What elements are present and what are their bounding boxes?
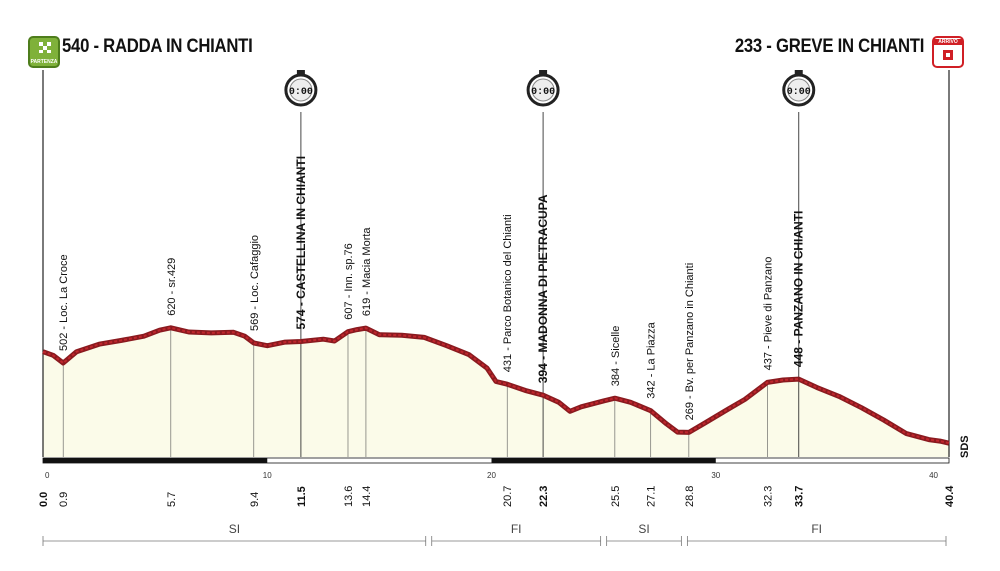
profile-area bbox=[43, 327, 949, 457]
stopwatch-icon: 0:00 bbox=[782, 70, 816, 107]
km-label: 32.3 bbox=[762, 486, 774, 507]
km-label: 33.7 bbox=[794, 486, 806, 507]
stopwatch-time: 0:00 bbox=[531, 87, 555, 98]
km-label-endpoint: 40.4 bbox=[944, 485, 956, 507]
start-badge-icon: PARTENZA bbox=[28, 36, 60, 68]
finish-badge-label: ARRIVO bbox=[934, 39, 962, 45]
stopwatch-time: 0:00 bbox=[787, 87, 811, 98]
sds-logo: SDS bbox=[959, 435, 971, 458]
km-label: 9.4 bbox=[249, 492, 261, 507]
waypoint-label: 569 - Loc. Cafaggio bbox=[249, 235, 261, 331]
waypoint-label: 448 - PANZANO IN CHIANTI bbox=[792, 211, 806, 367]
km-label: 14.4 bbox=[361, 486, 373, 507]
km-label: 20.7 bbox=[502, 486, 514, 507]
km-tick-label: 10 bbox=[263, 471, 272, 480]
km-axis-segment bbox=[491, 458, 716, 463]
waypoint-label: 342 - La Piazza bbox=[646, 321, 658, 398]
province-label: SI bbox=[638, 522, 649, 536]
province-label: FI bbox=[511, 522, 522, 536]
km-label: 28.8 bbox=[684, 486, 696, 507]
km-tick-label: 0 bbox=[45, 471, 50, 480]
waypoint-label: 620 - sr.429 bbox=[166, 258, 178, 316]
km-label: 22.3 bbox=[538, 486, 550, 507]
km-label: 5.7 bbox=[166, 492, 178, 507]
province-label: FI bbox=[811, 522, 822, 536]
km-label-endpoint: 0.0 bbox=[38, 492, 50, 507]
km-axis-segment bbox=[43, 458, 268, 463]
km-label: 25.5 bbox=[610, 486, 622, 507]
start-badge-label: PARTENZA bbox=[30, 59, 58, 65]
waypoint-label: 384 - Sicelle bbox=[610, 326, 622, 387]
waypoint-label: 269 - Bv. per Panzano in Chianti bbox=[684, 263, 696, 421]
checkered-flag-icon bbox=[39, 42, 51, 53]
km-tick-label: 40 bbox=[929, 471, 938, 480]
km-label: 27.1 bbox=[646, 486, 658, 507]
km-tick-label: 20 bbox=[487, 471, 496, 480]
stopwatch-icon: 0:00 bbox=[526, 70, 560, 107]
km-tick-label: 30 bbox=[711, 471, 720, 480]
waypoint-label: 502 - Loc. La Croce bbox=[58, 254, 70, 351]
waypoint-label: 394 - MADONNA DI PIETRACUPA bbox=[536, 194, 550, 383]
waypoint-label: 431 - Parco Botanico del Chianti bbox=[502, 214, 514, 372]
profile-line-highlight bbox=[42, 326, 950, 445]
waypoint-label: 437 - Pieve di Panzano bbox=[762, 257, 774, 371]
province-label: SI bbox=[229, 522, 240, 536]
waypoint-label: 607 - Inn. sp.76 bbox=[343, 243, 355, 319]
finish-badge-icon: ARRIVO bbox=[932, 36, 964, 68]
waypoint-label: 619 - Macia Morta bbox=[361, 227, 373, 317]
finish-line-icon bbox=[943, 50, 953, 60]
km-label: 11.5 bbox=[296, 486, 308, 507]
km-label: 13.6 bbox=[343, 486, 355, 507]
start-title: 540 - RADDA IN CHIANTI bbox=[62, 36, 253, 57]
finish-title: 233 - GREVE IN CHIANTI bbox=[734, 36, 925, 57]
km-label: 0.9 bbox=[58, 492, 70, 507]
stopwatch-icon: 0:00 bbox=[284, 70, 318, 107]
waypoint-label: 574 - CASTELLINA IN CHIANTI bbox=[294, 156, 308, 330]
stopwatch-time: 0:00 bbox=[289, 87, 313, 98]
